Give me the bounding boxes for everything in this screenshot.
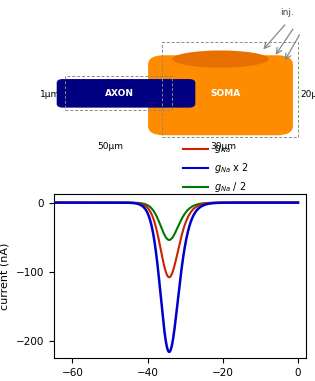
FancyBboxPatch shape xyxy=(148,55,293,135)
Text: $g_{Na}$: $g_{Na}$ xyxy=(214,142,231,155)
Text: inj.: inj. xyxy=(280,8,294,17)
Text: 30μm: 30μm xyxy=(211,142,237,151)
Bar xyxy=(162,42,298,137)
Bar xyxy=(65,76,172,110)
Text: $g_{Na}$ x 2: $g_{Na}$ x 2 xyxy=(214,161,249,174)
Text: 20μm: 20μm xyxy=(301,90,315,99)
Text: AXON: AXON xyxy=(105,89,134,98)
Text: 1μm: 1μm xyxy=(40,90,60,99)
Y-axis label: current (nA): current (nA) xyxy=(0,243,10,310)
Text: 50μm: 50μm xyxy=(97,142,123,151)
FancyBboxPatch shape xyxy=(57,79,195,107)
Ellipse shape xyxy=(172,51,269,68)
Text: $g_{Na}$ / 2: $g_{Na}$ / 2 xyxy=(214,180,247,194)
Text: SOMA: SOMA xyxy=(210,89,240,98)
